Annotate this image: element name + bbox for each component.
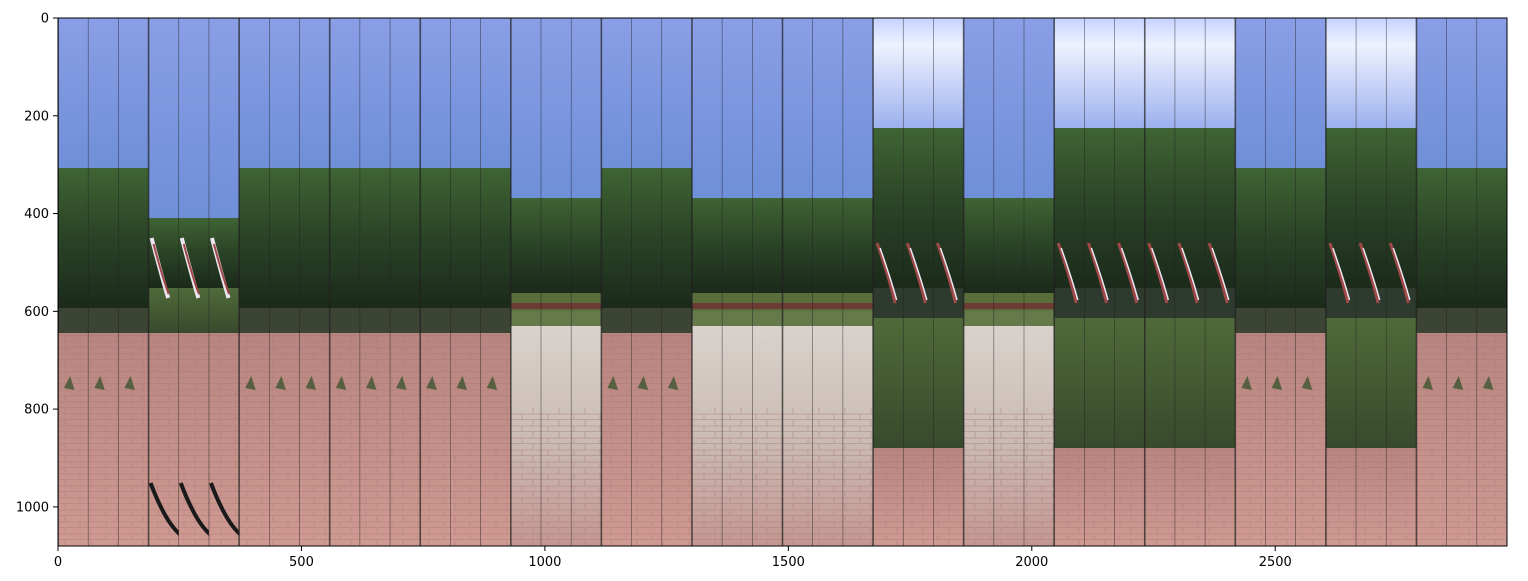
image-strip [480, 18, 512, 546]
image-strip [359, 18, 391, 546]
y-tick-label: 600 [24, 305, 49, 320]
image-strip [299, 18, 331, 546]
image-group [1325, 18, 1417, 546]
image-group [238, 18, 331, 546]
image-group [872, 18, 965, 546]
image-strip [419, 18, 451, 546]
y-tick-label: 400 [24, 207, 49, 222]
y-tick-label: 200 [24, 109, 49, 124]
x-tick-label: 500 [289, 555, 314, 570]
image-strip [1295, 18, 1327, 546]
image-strip [1114, 18, 1146, 546]
image-plot-area [58, 18, 1507, 546]
y-tick-label: 0 [41, 12, 49, 27]
image-strip [58, 18, 89, 546]
image-strip [933, 18, 965, 546]
image-strip [962, 18, 995, 546]
image-strip [1325, 18, 1357, 546]
image-strip [1204, 18, 1236, 546]
image-strip [450, 18, 482, 546]
image-strip [600, 18, 633, 546]
y-axis: 0 200 400 600 800 1000 [16, 12, 58, 515]
image-strip [721, 18, 753, 546]
image-group [510, 18, 602, 546]
image-strip [781, 18, 814, 546]
image-strip [902, 18, 934, 546]
image-strip [1446, 18, 1478, 546]
image-strip [1053, 18, 1085, 546]
image-group [328, 18, 421, 546]
image-strip [389, 18, 421, 546]
x-tick-label: 1000 [528, 555, 561, 570]
image-strip [842, 18, 874, 546]
image-strip [872, 18, 904, 546]
image-strip [328, 18, 361, 546]
x-tick-label: 2500 [1259, 555, 1292, 570]
image-strip [1023, 18, 1055, 546]
image-group [1143, 18, 1236, 546]
image-group [147, 18, 243, 546]
image-strip [631, 18, 663, 546]
image-strip [1143, 18, 1176, 546]
image-strip [1355, 18, 1387, 546]
image-strip [691, 18, 723, 546]
image-strip [812, 18, 844, 546]
image-strip [1385, 18, 1417, 546]
x-tick-label: 1500 [772, 555, 805, 570]
image-group [962, 18, 1055, 546]
image-strip [540, 18, 572, 546]
x-tick-label: 2000 [1015, 555, 1048, 570]
image-group [1415, 18, 1507, 546]
x-axis: 0 500 1000 1500 2000 2500 [54, 546, 1292, 570]
x-tick-label: 0 [54, 555, 62, 570]
image-strip [510, 18, 542, 546]
image-group [1053, 18, 1146, 546]
y-tick-label: 800 [24, 403, 49, 418]
image-strip [1415, 18, 1448, 546]
image-strip [1476, 18, 1507, 546]
image-strip [752, 18, 783, 546]
image-group [781, 18, 874, 546]
image-strip [1234, 18, 1266, 546]
image-group [691, 18, 783, 546]
image-group [419, 18, 512, 546]
image-strip [570, 18, 602, 546]
image-strip [269, 18, 300, 546]
image-strip [1084, 18, 1116, 546]
image-strip [661, 18, 693, 546]
image-strip [1174, 18, 1206, 546]
image-strip [118, 18, 150, 546]
image-group [600, 18, 693, 546]
image-strip [178, 18, 213, 546]
image-group [58, 18, 150, 546]
plot-frame [57, 17, 1508, 547]
image-strip [147, 18, 183, 546]
image-strip [993, 18, 1025, 546]
image-strip [238, 18, 270, 546]
image-strip [208, 18, 243, 546]
image-strip [1265, 18, 1297, 546]
image-group [1234, 18, 1327, 546]
y-tick-label: 1000 [16, 500, 49, 515]
image-strip [87, 18, 119, 546]
